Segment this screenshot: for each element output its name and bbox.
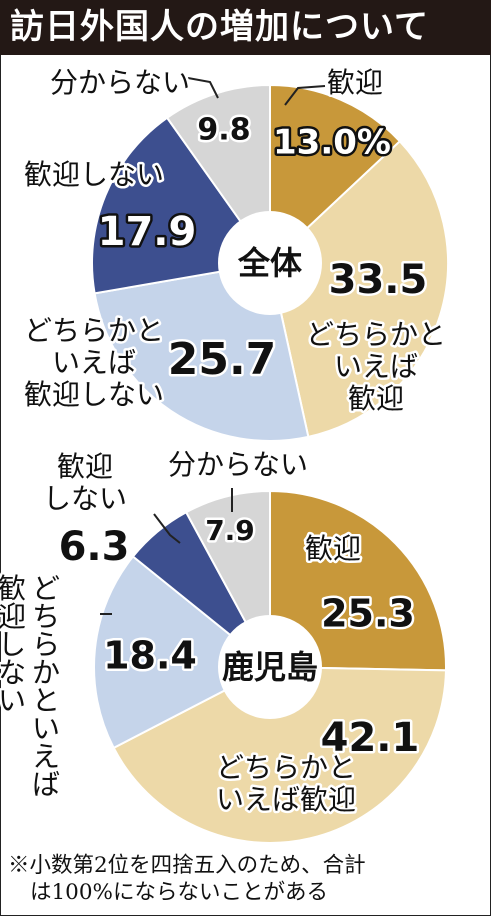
category-label-somewhat-not-welcome: どちらかと: [24, 314, 164, 347]
chart-title: 訪日外国人の増加について: [0, 0, 491, 55]
footnote-line-1: ※小数第2位を四捨五入のため、合計: [8, 853, 366, 878]
pie-slice-somewhat-not-welcome: [93, 555, 272, 750]
category-label-somewhat-welcome: どちらかと: [306, 318, 446, 351]
leader-line: [284, 85, 326, 106]
value-label-somewhat-welcome: 42.1: [321, 715, 420, 761]
category-label-somewhat-not-welcome-char: な: [0, 656, 26, 689]
category-label-not-welcome: 歓迎しない: [24, 158, 164, 191]
category-label-somewhat-not-welcome-char: ど: [32, 572, 60, 605]
category-label-not-welcome: しない: [43, 482, 127, 515]
category-label-somewhat-welcome: 歓迎: [348, 382, 404, 415]
footnote-line-2: は100%にならないことがある: [30, 880, 328, 905]
footnote: ※小数第2位を四捨五入のため、合計 は100%にならないことがある: [8, 852, 486, 906]
leader-line: [187, 77, 219, 99]
category-label-unknown: 分からない: [50, 66, 190, 99]
category-label-not-welcome: 歓迎: [57, 450, 113, 483]
value-label-welcome: 13.0%: [273, 123, 391, 163]
pie-center-label: 鹿児島: [222, 648, 318, 686]
category-label-welcome: 歓迎: [327, 66, 383, 99]
category-label-somewhat-welcome: どちらかと: [216, 751, 356, 784]
pie-slice-somewhat-welcome: [268, 139, 449, 439]
value-label-somewhat-welcome: 33.5: [329, 257, 428, 303]
category-label-somewhat-not-welcome-char: し: [0, 628, 26, 661]
category-label-somewhat-not-welcome-char: ち: [32, 600, 60, 633]
category-label-somewhat-welcome: いえば: [334, 350, 418, 383]
pie-chart-overall: 全体13.0%33.525.717.99.8歓迎どちらかといえば歓迎どちらかとい…: [21, 64, 449, 442]
value-label-not-welcome: 17.9: [98, 209, 197, 255]
pie-slice-welcome: [269, 489, 447, 672]
category-label-somewhat-not-welcome-char: ば: [32, 768, 60, 801]
value-label-somewhat-not-welcome: 18.4: [103, 634, 197, 678]
value-label-welcome: 25.3: [321, 592, 415, 636]
category-label-somewhat-not-welcome: 歓迎しない: [24, 378, 164, 411]
category-label-somewhat-not-welcome-char: ら: [32, 628, 60, 661]
category-label-somewhat-not-welcome-char: か: [32, 656, 60, 689]
category-label-somewhat-not-welcome-char: 歓: [0, 572, 26, 605]
value-label-unknown: 7.9: [205, 514, 255, 547]
value-label-unknown: 9.8: [197, 113, 250, 148]
category-label-unknown: 分からない: [168, 448, 308, 481]
pie-slice-somewhat-welcome: [112, 665, 447, 844]
category-label-somewhat-not-welcome-char: 迎: [0, 600, 26, 633]
category-label-somewhat-not-welcome-char: え: [32, 740, 60, 773]
pie-slice-welcome: [269, 83, 402, 266]
category-label-welcome: 歓迎: [305, 532, 361, 565]
leader-line: [153, 513, 181, 544]
category-label-somewhat-not-welcome-char: い: [0, 684, 26, 717]
pie-center-label: 全体: [237, 244, 302, 282]
value-label-somewhat-not-welcome: 25.7: [168, 334, 277, 385]
category-label-somewhat-welcome: いえば歓迎: [216, 783, 356, 816]
category-label-somewhat-not-welcome: いえば: [52, 346, 136, 379]
pie-center-hole: [218, 615, 322, 719]
value-label-not-welcome: 6.3: [59, 524, 130, 570]
category-label-somewhat-not-welcome-char: い: [32, 712, 60, 745]
category-label-somewhat-not-welcome-char: と: [32, 684, 60, 717]
pie-center-hole: [218, 211, 322, 315]
